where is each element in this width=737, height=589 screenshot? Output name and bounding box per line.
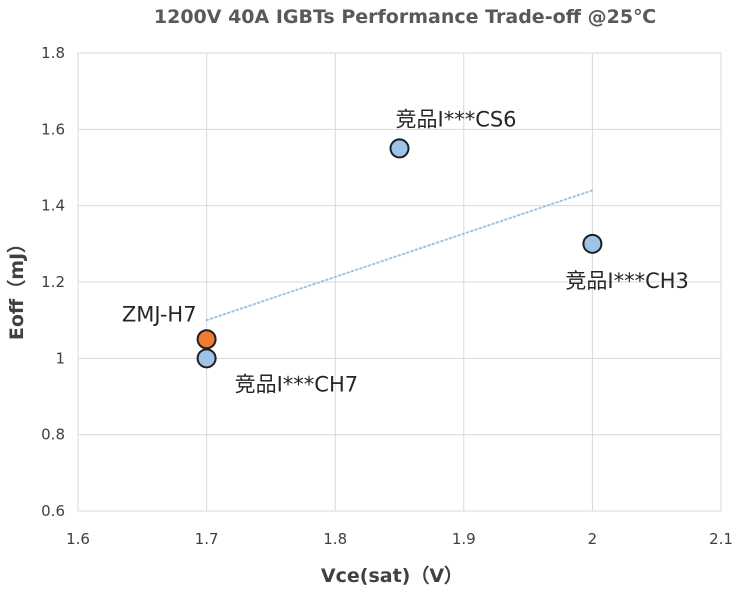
data-points [196, 138, 603, 369]
data-point [196, 329, 217, 350]
trendline [205, 189, 594, 322]
data-point [196, 348, 217, 369]
y-tick-label: 1.8 [41, 44, 65, 62]
tick-labels: 1.6 1.7 1.8 1.9 2 2.1 0.6 0.8 1 1.2 1.4 1.6 1.8 [41, 44, 733, 548]
x-tick-label: 1.9 [452, 530, 476, 548]
x-tick-label: 2.1 [709, 530, 733, 548]
y-tick-label: 1.2 [41, 273, 65, 291]
x-tick-label: 1.8 [323, 530, 347, 548]
y-tick-label: 0.8 [41, 426, 65, 444]
x-tick-label: 2 [588, 530, 598, 548]
x-axis-title: Vce(sat)（V） [321, 564, 463, 587]
data-point [389, 138, 410, 159]
y-tick-label: 1.6 [41, 120, 65, 138]
plot-area [77, 52, 722, 512]
point-label: 竞品I***CS6 [396, 107, 517, 131]
y-tick-label: 1 [55, 349, 65, 367]
y-tick-label: 1.4 [41, 197, 65, 215]
trendline-group [205, 189, 594, 322]
point-label: 竞品I***CH7 [235, 372, 359, 396]
x-tick-label: 1.6 [66, 530, 90, 548]
point-label: 竞品I***CH3 [565, 269, 689, 293]
y-tick-label: 0.6 [41, 502, 65, 520]
y-axis-title: Eoff（mJ） [5, 234, 28, 340]
x-tick-label: 1.7 [195, 530, 219, 548]
point-labels: 竞品I***CH7 ZMJ-H7 竞品I***CS6 竞品I***CH3 [122, 107, 689, 396]
chart-title: 1200V 40A IGBTs Performance Trade-off @2… [154, 6, 656, 28]
point-label: ZMJ-H7 [122, 302, 197, 326]
data-point [582, 233, 603, 254]
